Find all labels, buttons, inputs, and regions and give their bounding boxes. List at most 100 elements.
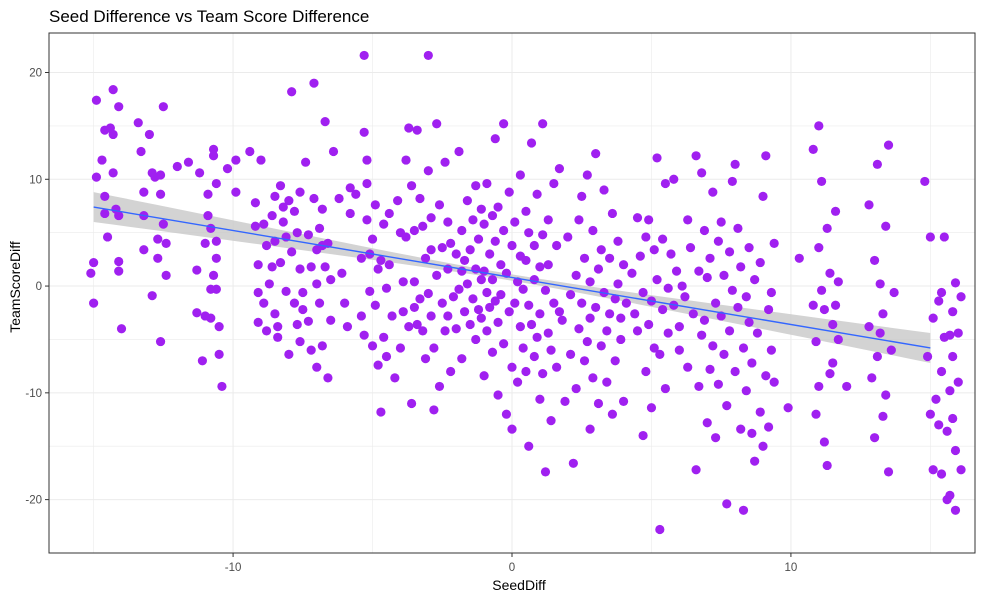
data-point <box>538 369 548 379</box>
data-point <box>596 341 606 351</box>
data-point <box>621 298 631 308</box>
data-point <box>457 354 467 364</box>
data-point <box>934 420 944 430</box>
data-point <box>724 326 735 336</box>
data-point <box>680 292 690 302</box>
data-point <box>529 240 539 251</box>
data-point <box>543 215 553 225</box>
data-point <box>208 151 219 161</box>
data-point <box>465 245 475 255</box>
data-point <box>97 155 107 165</box>
data-point <box>501 409 512 419</box>
data-point <box>457 225 467 236</box>
data-point <box>950 445 961 456</box>
data-point <box>273 322 283 332</box>
data-point <box>515 170 525 180</box>
data-point <box>702 272 712 283</box>
data-point <box>833 334 843 345</box>
data-point <box>471 334 481 345</box>
data-point <box>487 347 498 357</box>
data-point <box>153 253 163 263</box>
data-point <box>323 373 333 383</box>
data-point <box>669 174 679 184</box>
data-point <box>114 210 124 221</box>
data-point <box>415 193 425 204</box>
data-point <box>446 238 456 248</box>
data-point <box>591 149 601 159</box>
data-point <box>373 360 383 370</box>
data-point <box>270 236 280 246</box>
data-point <box>264 279 274 289</box>
data-point <box>945 386 955 396</box>
data-point <box>222 164 233 174</box>
data-point <box>593 264 604 274</box>
data-point <box>462 196 472 206</box>
data-point <box>526 319 537 330</box>
data-point <box>114 266 124 276</box>
data-point <box>769 377 779 387</box>
data-point <box>432 119 442 129</box>
data-point <box>437 243 447 253</box>
data-point <box>326 315 336 325</box>
data-point <box>764 422 774 432</box>
data-point <box>423 166 433 176</box>
data-point <box>936 366 947 377</box>
data-point <box>370 200 380 210</box>
data-point <box>814 381 824 392</box>
data-point <box>939 232 949 242</box>
y-tick-label: 20 <box>29 68 42 80</box>
data-point <box>699 225 710 236</box>
data-point <box>671 266 682 276</box>
data-point <box>524 228 534 238</box>
data-point <box>418 326 428 336</box>
data-point <box>418 221 428 231</box>
data-point <box>312 279 322 289</box>
data-point <box>490 236 500 246</box>
data-point <box>487 275 498 285</box>
data-point <box>945 330 955 340</box>
data-point <box>384 260 394 270</box>
data-point <box>482 178 492 189</box>
data-point <box>546 415 556 426</box>
data-point <box>373 264 383 274</box>
data-point <box>599 185 609 195</box>
data-point <box>931 394 941 404</box>
data-point <box>379 332 389 342</box>
data-point <box>814 243 824 253</box>
data-point <box>261 326 272 336</box>
data-point <box>663 328 673 338</box>
data-point <box>281 286 291 296</box>
data-point <box>794 253 804 263</box>
data-point <box>102 232 113 242</box>
data-point <box>203 189 213 199</box>
data-point <box>752 328 763 338</box>
data-point <box>362 155 372 165</box>
data-point <box>259 219 269 229</box>
data-point <box>89 257 99 268</box>
data-point <box>652 275 662 285</box>
data-point <box>426 245 436 255</box>
data-point <box>565 349 576 359</box>
data-point <box>504 307 514 317</box>
data-point <box>345 208 355 219</box>
data-point <box>139 187 149 197</box>
data-point <box>518 284 528 294</box>
data-point <box>577 298 587 308</box>
data-point <box>948 413 958 424</box>
data-point <box>585 313 595 323</box>
data-point <box>605 309 615 319</box>
data-point <box>270 191 280 201</box>
data-point <box>869 433 880 443</box>
data-point <box>724 247 735 257</box>
data-point <box>415 294 425 304</box>
data-point <box>91 95 102 105</box>
data-point <box>267 262 277 272</box>
x-tick-label: 0 <box>509 562 515 574</box>
data-point <box>761 151 771 161</box>
data-point <box>811 336 821 347</box>
data-point <box>727 176 737 187</box>
data-point <box>473 234 484 244</box>
data-point <box>278 202 288 212</box>
data-point <box>284 349 294 359</box>
data-point <box>206 223 216 234</box>
